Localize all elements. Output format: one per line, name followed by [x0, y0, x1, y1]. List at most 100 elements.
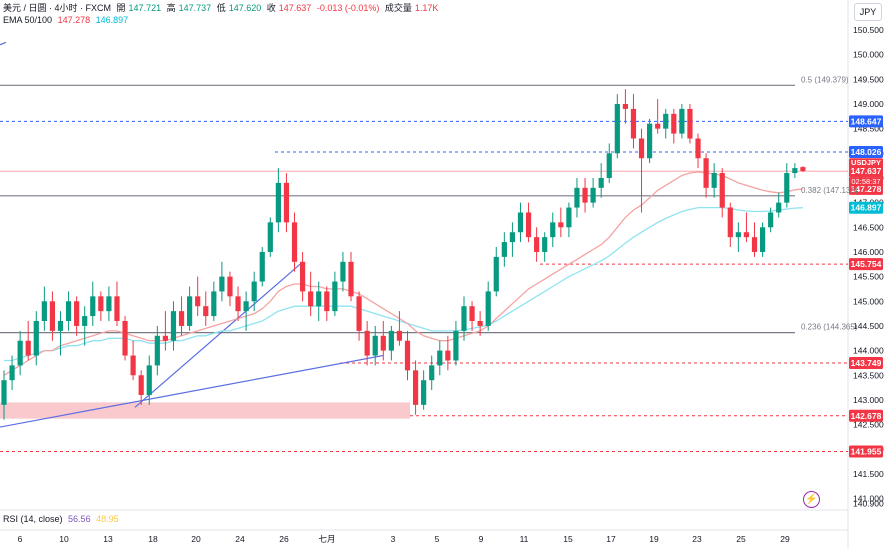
candle[interactable] — [727, 202, 733, 248]
candle[interactable] — [122, 316, 128, 361]
candle[interactable] — [558, 207, 564, 238]
candle[interactable] — [291, 212, 298, 272]
candle[interactable] — [638, 128, 645, 213]
candle[interactable] — [412, 360, 419, 415]
candle[interactable] — [550, 212, 556, 248]
candle[interactable] — [219, 261, 225, 302]
candle[interactable] — [299, 251, 306, 302]
candle[interactable] — [711, 163, 717, 198]
ema-legend[interactable]: EMA 50/100 147.278 146.897 — [3, 15, 131, 26]
candle[interactable] — [453, 321, 459, 366]
candle[interactable] — [316, 281, 322, 322]
candle[interactable] — [267, 217, 273, 257]
candle[interactable] — [687, 103, 693, 144]
candle[interactable] — [106, 286, 112, 322]
candle[interactable] — [525, 202, 532, 243]
candle[interactable] — [437, 340, 443, 376]
candle[interactable] — [445, 335, 451, 371]
candle[interactable] — [41, 286, 47, 331]
candle[interactable] — [170, 301, 177, 351]
candle[interactable] — [566, 202, 572, 238]
candle[interactable] — [25, 321, 31, 361]
candle[interactable] — [485, 281, 491, 331]
candle[interactable] — [195, 276, 201, 317]
candle[interactable] — [574, 177, 580, 218]
candle[interactable] — [138, 370, 144, 405]
candle[interactable] — [49, 291, 56, 341]
candle[interactable] — [203, 291, 209, 326]
candle[interactable] — [606, 143, 612, 183]
candle[interactable] — [17, 330, 23, 376]
candle[interactable] — [130, 340, 136, 381]
candle[interactable] — [429, 355, 435, 391]
candle[interactable] — [493, 247, 499, 297]
candle[interactable] — [283, 173, 290, 233]
candle[interactable] — [154, 325, 160, 376]
candle[interactable] — [98, 291, 104, 322]
candle[interactable] — [178, 296, 185, 336]
candle[interactable] — [542, 232, 548, 262]
candle[interactable] — [90, 281, 96, 326]
candle[interactable] — [404, 330, 411, 381]
candle[interactable] — [324, 286, 330, 322]
candle[interactable] — [340, 251, 346, 292]
candle[interactable] — [162, 311, 168, 351]
candle[interactable] — [396, 311, 403, 346]
candle[interactable] — [356, 291, 362, 341]
candle[interactable] — [57, 311, 64, 356]
candle[interactable] — [768, 207, 774, 233]
candle[interactable] — [33, 311, 39, 366]
candle[interactable] — [622, 89, 628, 124]
candle[interactable] — [614, 94, 620, 159]
candle[interactable] — [421, 370, 427, 410]
candle[interactable] — [671, 108, 677, 144]
candle[interactable] — [776, 192, 782, 218]
candle[interactable] — [534, 227, 540, 262]
candle[interactable] — [227, 271, 233, 307]
candle[interactable] — [655, 99, 661, 134]
rsi-legend[interactable]: RSI (14, close) 56.56 48.95 — [3, 514, 122, 525]
candle[interactable] — [759, 222, 766, 257]
symbol-title[interactable]: 美元 / 日圆 · 4小时 · FXCM — [3, 3, 112, 13]
candle[interactable] — [332, 271, 338, 317]
candle[interactable] — [146, 355, 152, 405]
candle[interactable] — [243, 291, 249, 331]
candle[interactable] — [364, 321, 370, 366]
candle[interactable] — [1, 370, 7, 420]
candle[interactable] — [469, 301, 475, 331]
candle[interactable] — [647, 118, 653, 164]
candle[interactable] — [784, 163, 790, 208]
candle[interactable] — [501, 232, 507, 267]
candle[interactable] — [695, 133, 701, 169]
candle[interactable] — [275, 168, 281, 233]
candle[interactable] — [9, 355, 15, 391]
candle[interactable] — [477, 311, 483, 336]
candle[interactable] — [598, 163, 604, 198]
candle[interactable] — [380, 321, 386, 361]
candle[interactable] — [590, 177, 596, 208]
candle[interactable] — [719, 168, 725, 218]
candle[interactable] — [211, 281, 217, 322]
candle[interactable] — [679, 103, 685, 139]
candle[interactable] — [114, 281, 120, 326]
candle[interactable] — [235, 286, 241, 322]
candle[interactable] — [517, 202, 524, 243]
candle[interactable] — [792, 163, 798, 178]
currency-button[interactable]: JPY — [854, 3, 882, 21]
candle[interactable] — [308, 271, 314, 317]
candle[interactable] — [65, 291, 72, 331]
flash-icon[interactable]: ⚡ — [803, 491, 820, 508]
candle[interactable] — [751, 222, 758, 257]
candle[interactable] — [348, 251, 354, 302]
candle[interactable] — [461, 296, 467, 341]
candle[interactable] — [509, 222, 516, 257]
candle[interactable] — [663, 108, 669, 139]
candles-layer[interactable] — [1, 89, 806, 420]
candle[interactable] — [630, 94, 637, 149]
candle[interactable] — [372, 325, 378, 366]
candle[interactable] — [735, 222, 741, 252]
candle[interactable] — [582, 177, 588, 213]
candle[interactable] — [187, 286, 193, 331]
candle[interactable] — [259, 247, 265, 287]
